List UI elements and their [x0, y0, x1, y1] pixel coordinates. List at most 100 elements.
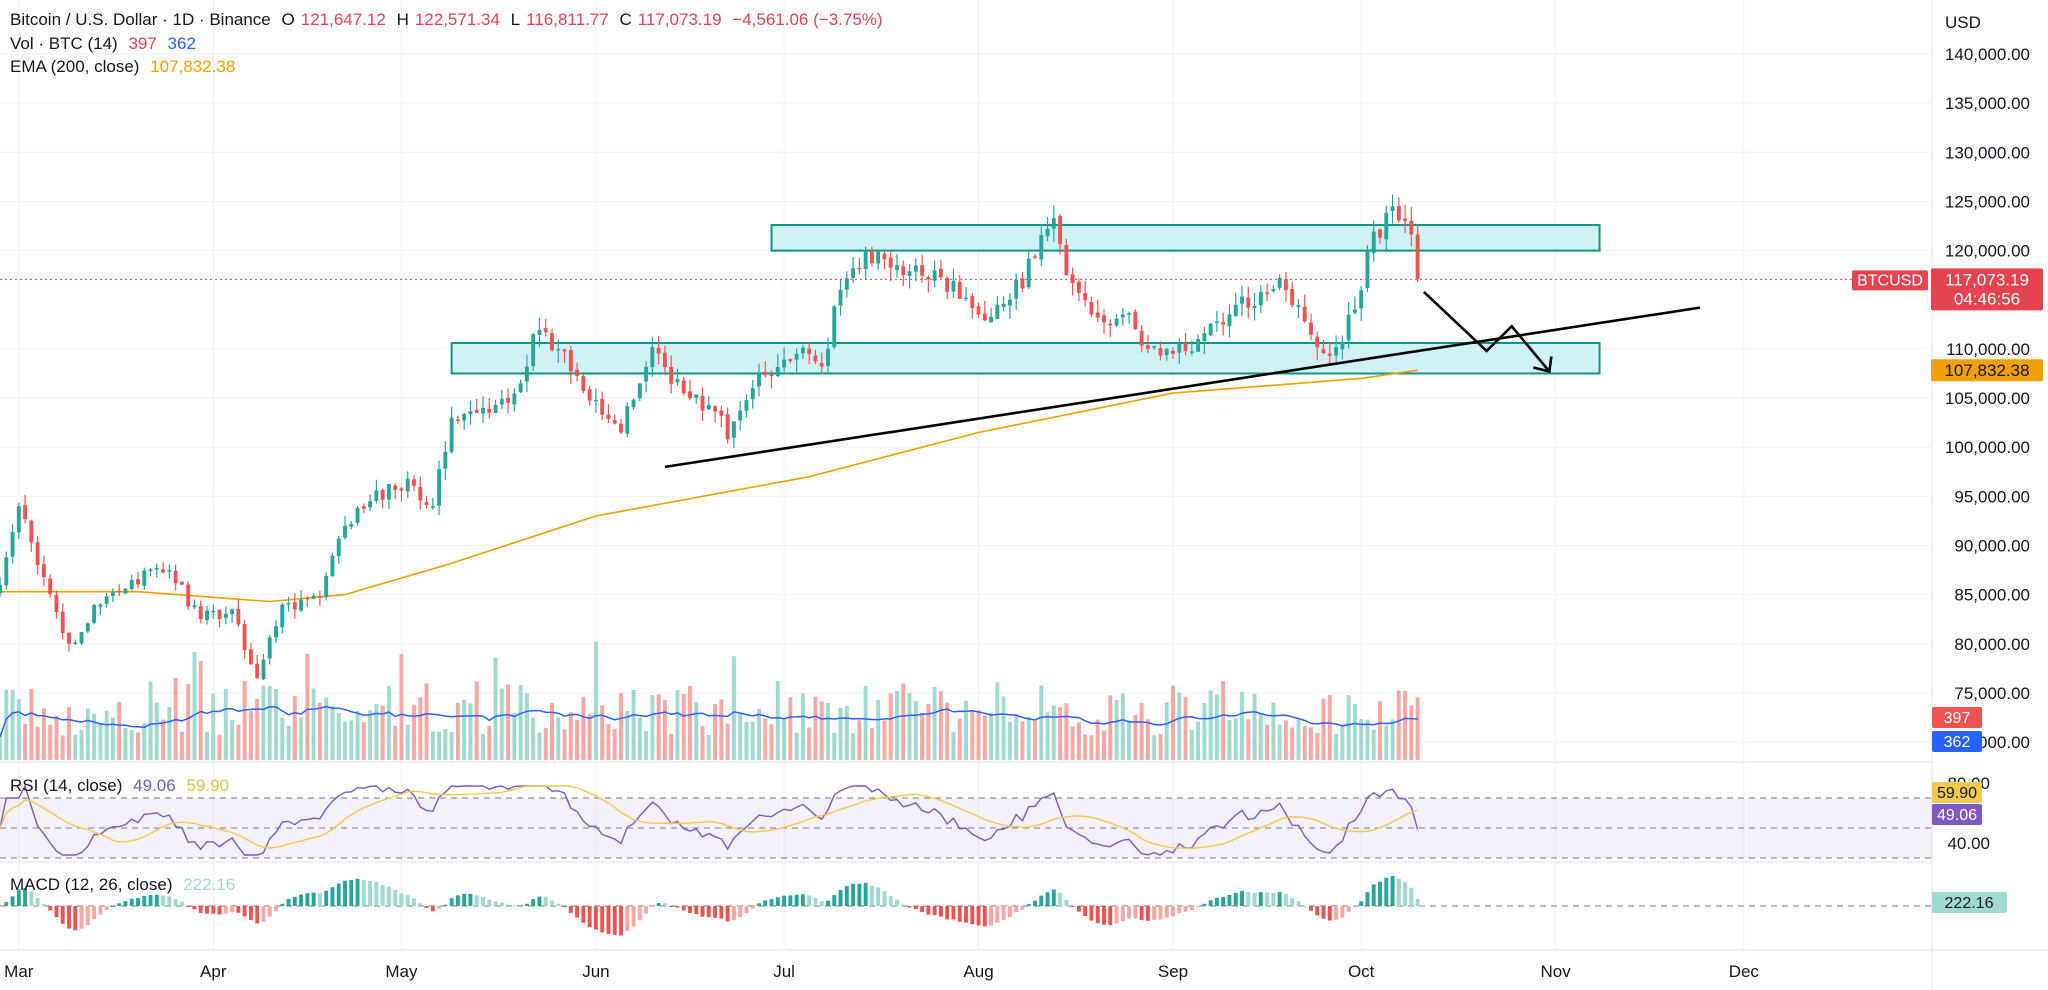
volume-bar: [826, 703, 830, 760]
candle-body: [336, 538, 341, 557]
candle-body: [418, 487, 423, 501]
candle-body: [67, 632, 71, 644]
candle-body: [1359, 290, 1364, 309]
candle-body: [556, 348, 561, 351]
volume-bar: [361, 722, 366, 760]
macd-bar: [675, 906, 680, 908]
volume-legend[interactable]: Vol · BTC (14) 397 362: [10, 34, 202, 54]
volume-bar: [1240, 691, 1244, 760]
macd-legend[interactable]: MACD (12, 26, close) 222.16: [10, 875, 241, 895]
macd-bar: [349, 880, 354, 906]
candle-body: [813, 355, 818, 362]
volume-bar: [606, 724, 611, 760]
candle-body: [374, 490, 379, 501]
macd-bar: [1390, 876, 1395, 906]
macd-bar: [920, 906, 925, 913]
macd-bar: [449, 898, 454, 906]
candle-body: [236, 608, 241, 625]
volume-badge-value: 362: [1944, 734, 1971, 751]
candle-body: [619, 423, 623, 433]
candle-body: [895, 265, 899, 271]
symbol-legend[interactable]: Bitcoin / U.S. Dollar · 1D · Binance O 12…: [10, 10, 889, 30]
x-tick-label: Mar: [4, 962, 34, 981]
candle-body: [731, 421, 736, 438]
rsi-badge-2: [1932, 804, 1982, 825]
candle-body: [1346, 314, 1351, 341]
candle-body: [957, 281, 962, 299]
y-tick-label: 80,000.00: [1954, 635, 2030, 654]
macd-bar: [1252, 892, 1257, 906]
macd-bar: [311, 892, 316, 906]
volume-bar: [424, 683, 429, 760]
volume-badge-value: 397: [1944, 710, 1971, 727]
volume-bar: [1202, 702, 1207, 760]
ascending-trendline: [664, 306, 1701, 469]
macd-bar: [838, 889, 843, 906]
volume-bar: [368, 710, 373, 760]
macd-bar: [1265, 892, 1270, 906]
candle-body: [299, 599, 304, 611]
candle-body: [512, 393, 517, 405]
macd-bar: [706, 906, 711, 918]
currency-label: USD: [1945, 13, 1981, 32]
candle-body: [1045, 228, 1050, 237]
rsi-label: RSI (14, close): [10, 776, 123, 795]
macd-bar: [223, 906, 228, 914]
volume-bar: [1064, 703, 1069, 760]
candle-body: [794, 353, 799, 360]
volume-bar: [763, 718, 768, 760]
macd-bar: [487, 899, 492, 906]
candle-body: [79, 632, 84, 644]
candle-body: [788, 358, 793, 362]
rsi-badge-value: 49.06: [1937, 807, 1977, 824]
macd-bar: [593, 906, 598, 930]
macd-bar: [794, 894, 799, 906]
volume-bar: [794, 732, 799, 760]
macd-bar: [1039, 895, 1044, 906]
candle-body: [976, 306, 981, 315]
close-value: C 117,073.19: [619, 10, 721, 29]
macd-bar: [1384, 877, 1389, 906]
volume-value-1: 397: [128, 34, 157, 53]
volume-bar: [907, 693, 912, 760]
macd-bar: [575, 906, 580, 918]
candle-body: [600, 399, 605, 415]
macd-bar: [399, 893, 404, 906]
volume-bar: [800, 693, 805, 760]
macd-bar: [738, 906, 743, 918]
low-number: 116,811.77: [526, 10, 609, 29]
volume-bar: [593, 641, 598, 760]
volume-bar: [945, 702, 950, 760]
volume-bar: [136, 732, 140, 760]
macd-bar: [1164, 906, 1169, 918]
volume-bar: [1089, 735, 1094, 760]
candle-body: [1014, 279, 1019, 299]
volume-bar: [1120, 693, 1125, 760]
volume-bar: [98, 723, 103, 760]
rsi-legend[interactable]: RSI (14, close) 49.06 59.90: [10, 776, 235, 796]
candle-body: [593, 400, 598, 402]
ema-legend[interactable]: EMA (200, close) 107,832.38: [10, 57, 241, 77]
volume-bar: [819, 701, 824, 760]
volume-bar: [788, 697, 793, 760]
macd-bar: [757, 903, 761, 906]
volume-bar: [882, 720, 887, 760]
volume-bar: [1196, 722, 1201, 760]
volume-bar: [807, 727, 812, 760]
macd-bar: [750, 906, 755, 909]
macd-bar: [719, 906, 724, 919]
macd-bar: [343, 880, 347, 906]
candle-body: [292, 602, 297, 610]
volume-bar: [744, 721, 749, 760]
macd-bar: [713, 906, 718, 918]
y-tick-label: 140,000.00: [1945, 45, 2030, 64]
volume-bar: [713, 704, 718, 760]
candle-body: [1365, 250, 1370, 289]
high-number: 122,571.34: [414, 10, 500, 29]
macd-bar: [876, 887, 881, 906]
candle-body: [738, 410, 743, 421]
candle-body: [1371, 231, 1376, 253]
macd-bar: [945, 906, 950, 920]
volume-bar: [1415, 697, 1420, 760]
